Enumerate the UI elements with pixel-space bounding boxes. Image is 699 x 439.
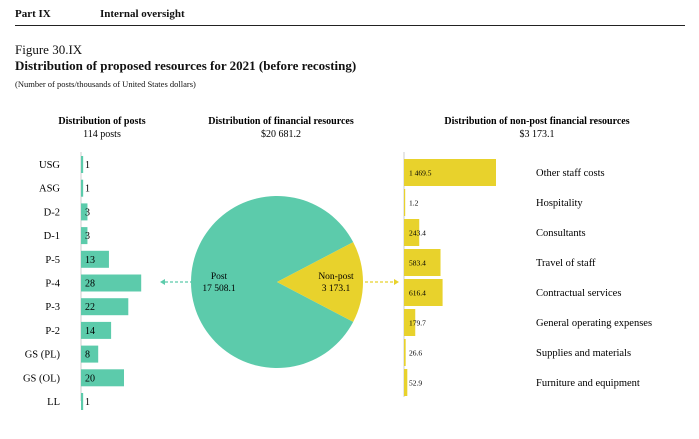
posts-bar xyxy=(81,345,99,363)
posts-category-label: GS (OL) xyxy=(23,373,61,384)
posts-value-label: 20 xyxy=(85,373,95,384)
posts-category-label: P-3 xyxy=(45,302,60,313)
posts-bar xyxy=(81,274,142,292)
nonpost-category-label: Other staff costs xyxy=(536,168,605,179)
financial-chart-title: Distribution of financial resources xyxy=(208,116,354,127)
posts-bar xyxy=(81,393,84,410)
nonpost-category-label: Travel of staff xyxy=(536,258,596,269)
nonpost-category-label: Consultants xyxy=(536,228,586,239)
posts-value-label: 28 xyxy=(85,279,95,290)
posts-category-label: P-2 xyxy=(45,326,60,337)
nonpost-category-label: General operating expenses xyxy=(536,318,652,329)
posts-category-label: ASG xyxy=(39,184,60,195)
nonpost-category-label: Hospitality xyxy=(536,198,583,209)
part-title: Internal oversight xyxy=(100,8,185,20)
nonpost-bar xyxy=(404,159,496,186)
figure-title: Distribution of proposed resources for 2… xyxy=(15,58,357,73)
posts-chart-subtitle: 114 posts xyxy=(83,129,121,140)
posts-category-label: GS (PL) xyxy=(25,350,61,361)
figure-label: Figure 30.IX xyxy=(15,42,83,57)
nonpost-value-label: 243.4 xyxy=(409,229,426,238)
posts-category-label: D-1 xyxy=(44,231,60,242)
nonpost-value-label: 26.6 xyxy=(409,349,422,358)
posts-value-label: 1 xyxy=(85,184,90,195)
figure-subtitle: (Number of posts/thousands of United Sta… xyxy=(15,79,196,89)
part-label: Part IX xyxy=(15,8,51,20)
posts-bar xyxy=(81,250,109,268)
nonpost-chart-title: Distribution of non-post financial resou… xyxy=(444,116,629,127)
posts-value-label: 14 xyxy=(85,326,95,337)
posts-bar xyxy=(81,203,88,221)
financial-chart-subtitle: $20 681.2 xyxy=(261,129,301,140)
posts-value-label: 22 xyxy=(85,302,95,313)
posts-category-label: USG xyxy=(39,160,60,171)
nonpost-bar xyxy=(404,279,443,306)
pie-slice-post xyxy=(190,196,354,368)
header-rule xyxy=(15,25,685,26)
pie-label-nonpost-value: 3 173.1 xyxy=(322,284,351,294)
posts-value-label: 13 xyxy=(85,255,95,266)
posts-value-label: 3 xyxy=(85,207,90,218)
nonpost-value-label: 1 469.5 xyxy=(409,169,432,178)
posts-category-label: LL xyxy=(47,397,60,408)
financial-pie: Post 17 508.1 Non-post 3 173.1 xyxy=(190,196,363,368)
posts-value-label: 3 xyxy=(85,231,90,242)
nonpost-value-label: 616.4 xyxy=(409,289,426,298)
posts-bar xyxy=(81,321,112,339)
post-leader-arrow xyxy=(160,279,165,285)
pie-label-nonpost-name: Non-post xyxy=(318,272,354,282)
nonpost-value-label: 583.4 xyxy=(409,259,426,268)
nonpost-leader-arrow xyxy=(394,279,399,285)
nonpost-value-label: 52.9 xyxy=(409,379,422,388)
posts-value-label: 8 xyxy=(85,350,90,361)
posts-bar xyxy=(81,369,124,387)
nonpost-category-label: Supplies and materials xyxy=(536,348,631,359)
posts-bar xyxy=(81,298,129,316)
nonpost-category-label: Furniture and equipment xyxy=(536,378,640,389)
posts-category-label: P-4 xyxy=(45,279,60,290)
posts-category-label: P-5 xyxy=(45,255,60,266)
nonpost-chart-subtitle: $3 173.1 xyxy=(520,129,555,140)
posts-bar xyxy=(81,227,88,245)
nonpost-bar xyxy=(404,249,441,276)
nonpost-category-label: Contractual services xyxy=(536,288,621,299)
pie-label-post-value: 17 508.1 xyxy=(202,284,236,294)
posts-chart-title: Distribution of posts xyxy=(58,116,145,127)
pie-label-post-name: Post xyxy=(211,272,228,282)
nonpost-bar xyxy=(404,309,416,336)
nonpost-bars: 1 469.5 Other staff costs 1.2 Hospitality 24… xyxy=(404,159,652,396)
posts-category-label: D-2 xyxy=(44,207,60,218)
posts-bar xyxy=(81,156,84,173)
nonpost-bar xyxy=(404,189,406,216)
nonpost-value-label: 179.7 xyxy=(409,319,426,328)
nonpost-bar xyxy=(404,219,420,246)
pie-slice-nonpost xyxy=(277,242,363,322)
nonpost-bar xyxy=(404,339,406,366)
posts-bars: USG 1 ASG 1 D-2 3 D-1 3 P-5 13 P-4 28 P-3 22 P-2 14 GS (… xyxy=(23,156,142,410)
posts-value-label: 1 xyxy=(85,160,90,171)
posts-value-label: 1 xyxy=(85,397,90,408)
nonpost-value-label: 1.2 xyxy=(409,199,419,208)
nonpost-bar xyxy=(404,369,408,396)
posts-bar xyxy=(81,179,84,197)
